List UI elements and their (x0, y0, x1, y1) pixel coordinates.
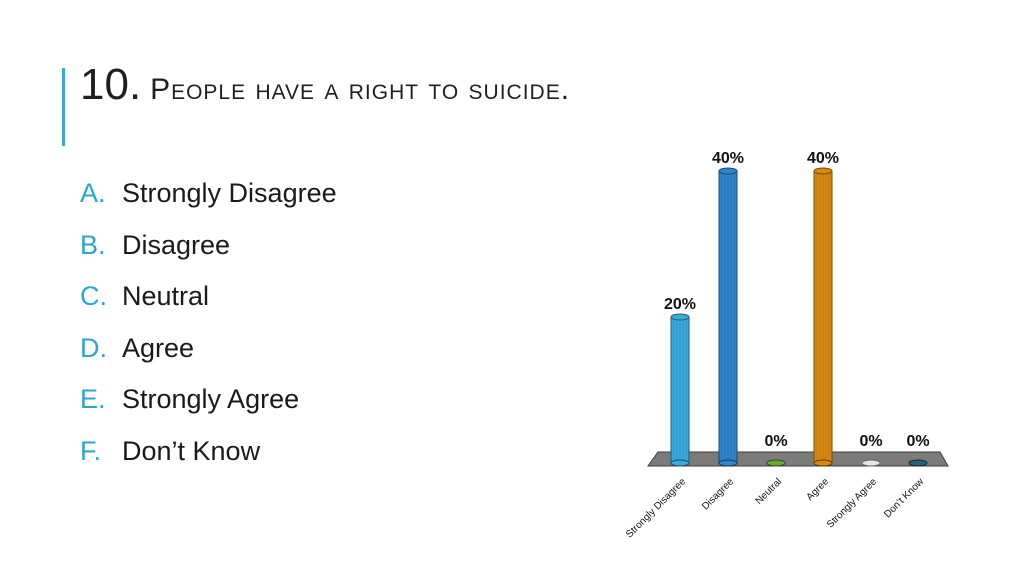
option-a: A. Strongly Disagree (80, 168, 337, 220)
option-b: B. Disagree (80, 220, 337, 272)
bar-neutral (766, 459, 786, 467)
data-label-strongly-agree: 0% (859, 433, 882, 450)
data-label-disagree: 40% (712, 150, 744, 167)
option-text: Don’t Know (122, 435, 261, 466)
category-label-strongly-agree: Strongly Agree (825, 476, 879, 530)
option-letter: C. (80, 281, 107, 312)
answer-options-list: A. Strongly Disagree B. Disagree C. Neutral… (80, 168, 337, 477)
option-f: F. Don’t Know (80, 426, 337, 478)
category-label-don-t-know: Don’t Know (882, 476, 926, 520)
option-text: Strongly Disagree (122, 178, 337, 209)
option-text: Agree (122, 332, 195, 363)
bar-don-t-know (908, 459, 928, 467)
category-label-strongly-disagree: Strongly Disagree (624, 476, 688, 540)
option-letter: E. (80, 384, 106, 415)
option-text: Disagree (122, 229, 231, 260)
option-letter: A. (80, 178, 106, 209)
category-label-disagree: Disagree (700, 476, 736, 512)
bar-disagree (718, 167, 738, 467)
bars-layer (670, 167, 928, 467)
title-number: 10. (80, 60, 142, 109)
bar-strongly-disagree (670, 313, 690, 467)
data-label-neutral: 0% (764, 433, 787, 450)
results-bar-chart: 20% 40% 0% 40% 0% 0% Strongly Disagree Disagre… (624, 150, 949, 541)
data-label-don-t-know: 0% (906, 433, 929, 450)
option-d: D. Agree (80, 323, 337, 375)
option-e: E. Strongly Agree (80, 374, 337, 426)
option-c: C. Neutral (80, 271, 337, 323)
slide-title: 10. People have a right to suicide. (80, 60, 570, 110)
data-label-strongly-disagree: 20% (664, 296, 696, 313)
option-letter: F. (80, 435, 102, 466)
option-text: Strongly Agree (122, 384, 300, 415)
option-letter: D. (80, 332, 107, 363)
chart-floor (647, 451, 949, 467)
category-label-neutral: Neutral (754, 476, 785, 507)
bar-agree (813, 167, 833, 467)
category-label-agree: Agree (804, 476, 831, 503)
bar-strongly-agree (861, 459, 881, 467)
option-text: Neutral (122, 281, 210, 312)
category-labels-layer: Strongly Disagree Disagree Neutral AgreeStr… (624, 476, 927, 541)
labels-layer: 20% 40% 0% 40% 0% 0% (664, 150, 930, 450)
title-text: People have a right to suicide. (150, 73, 571, 106)
data-label-agree: 40% (807, 150, 839, 167)
title-accent-bar (62, 68, 65, 146)
option-letter: B. (80, 229, 106, 260)
